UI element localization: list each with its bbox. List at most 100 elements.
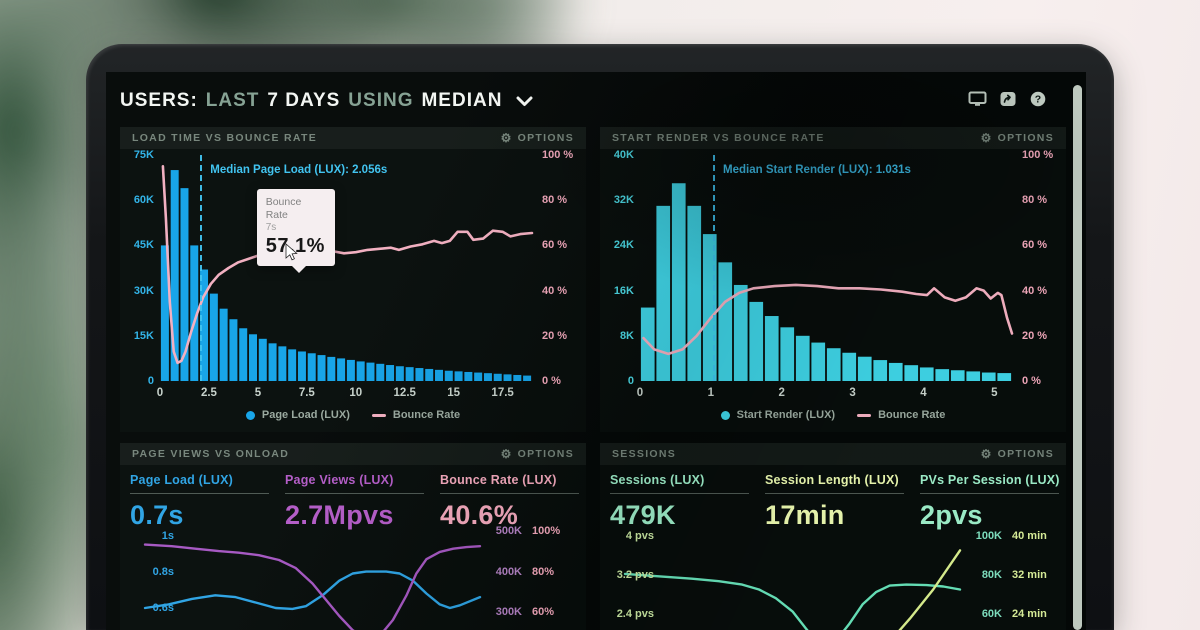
- metric-label: Bounce Rate (LUX): [440, 473, 557, 487]
- bars-and-line-chart: [160, 155, 532, 381]
- dashboard-header: USERS: LAST 7 DAYS USING MEDIAN ?: [120, 84, 1046, 118]
- options-button[interactable]: ⚙ OPTIONS: [501, 448, 574, 460]
- metric-pvs-per-session: PVs Per Session (LUX) 2pvs: [920, 473, 1065, 531]
- gear-icon: ⚙: [500, 447, 513, 461]
- spark-y-right-label: 80K 32 min: [981, 569, 1047, 581]
- spark-y-right-label: 300K 60%: [495, 606, 555, 618]
- metric-value: 40.6%: [440, 500, 519, 530]
- panel-title: SESSIONS: [612, 448, 677, 460]
- options-label: OPTIONS: [997, 132, 1054, 144]
- panel-title: START RENDER VS BOUNCE RATE: [612, 132, 825, 144]
- options-button[interactable]: ⚙ OPTIONS: [981, 448, 1054, 460]
- mouse-cursor-icon: [285, 243, 298, 267]
- gear-icon: ⚙: [500, 131, 513, 145]
- metric-label: Session Length (LUX): [765, 473, 899, 487]
- legend-item-bars: Page Load (LUX): [245, 409, 350, 421]
- metric-label: PVs Per Session (LUX): [920, 473, 1060, 487]
- title-part-last: LAST: [205, 90, 260, 111]
- tooltip-x-value: 7s: [265, 222, 277, 234]
- spark-y-left-label: 4 pvs: [625, 530, 654, 542]
- median-marker-line: [200, 155, 203, 381]
- options-label: OPTIONS: [517, 448, 574, 460]
- panel-sessions: SESSIONS ⚙ OPTIONS Sessions (LUX) 479K S…: [600, 443, 1066, 630]
- metric-sessions: Sessions (LUX) 479K: [610, 473, 755, 531]
- y-axis-left: 75K 60K 45K 30K 15K 0: [133, 149, 154, 387]
- title-part-using: USING: [348, 90, 414, 111]
- sparkline-chart[interactable]: [145, 528, 480, 630]
- legend-label: Bounce Rate: [392, 409, 461, 421]
- svg-text:?: ?: [1035, 93, 1041, 105]
- median-marker-line: [713, 155, 716, 381]
- options-button[interactable]: ⚙ OPTIONS: [501, 132, 574, 144]
- panel-header: PAGE VIEWS VS ONLOAD ⚙ OPTIONS: [120, 443, 586, 465]
- panel-title: PAGE VIEWS VS ONLOAD: [132, 448, 290, 460]
- spark-y-right-label: 500K 100%: [495, 525, 561, 537]
- spark-y-left-label: 0.8s: [152, 566, 174, 578]
- y-axis-right: 100 % 80 % 60 % 40 % 20 % 0 %: [542, 149, 574, 387]
- metric-bounce-rate: Bounce Rate (LUX) 40.6%: [440, 473, 585, 531]
- legend-dash-icon: [371, 413, 386, 417]
- legend-dot-icon: [245, 410, 255, 420]
- dashboard-title-dropdown[interactable]: USERS: LAST 7 DAYS USING MEDIAN: [120, 90, 533, 112]
- metric-label: Page Views (LUX): [285, 473, 394, 487]
- legend-item-bars: Start Render (LUX): [720, 409, 836, 421]
- gear-icon: ⚙: [980, 131, 993, 145]
- panel-start-render-vs-bounce-rate: START RENDER VS BOUNCE RATE ⚙ OPTIONS 40…: [600, 127, 1066, 432]
- chart-body: 40K 32K 24K 16K 8K 0 100 % 80 % 60 % 40 % 20 % 0 %…: [600, 149, 1066, 432]
- panel-page-views-vs-onload: PAGE VIEWS VS ONLOAD ⚙ OPTIONS Page Load…: [120, 443, 586, 630]
- scrollbar[interactable]: [1073, 85, 1082, 630]
- tooltip-value: 57.1%: [265, 235, 325, 258]
- median-annotation: Median Start Render (LUX): 1.031s: [723, 164, 911, 176]
- legend-dot-icon: [720, 410, 730, 420]
- legend-dash-icon: [857, 413, 872, 417]
- gear-icon: ⚙: [980, 447, 993, 461]
- options-label: OPTIONS: [517, 132, 574, 144]
- spark-y-left-label: 2.4 pvs: [616, 608, 654, 620]
- panel-header: SESSIONS ⚙ OPTIONS: [600, 443, 1066, 465]
- chart-plot-area[interactable]: Median Page Load (LUX): 2.056s Bounce Ra…: [160, 155, 532, 381]
- metric-page-views: Page Views (LUX) 2.7Mpvs: [285, 473, 430, 531]
- y-axis-right: 100 % 80 % 60 % 40 % 20 % 0 %: [1022, 149, 1054, 387]
- spark-y-right-label: 100K 40 min: [975, 530, 1047, 542]
- metric-value: 2pvs: [920, 500, 983, 530]
- x-axis: 0 2.5 5 7.5 10 12.5 15 17.5: [156, 387, 514, 399]
- legend-item-line: Bounce Rate: [857, 409, 945, 421]
- chart-body: 75K 60K 45K 30K 15K 0 100 % 80 % 60 % 40 % 20 % 0 …: [120, 149, 586, 432]
- spark-y-left-label: 3.2 pvs: [616, 569, 654, 581]
- legend-label: Start Render (LUX): [736, 409, 836, 421]
- bars-and-line-chart: [640, 183, 1012, 381]
- metric-value: 0.7s: [130, 500, 184, 530]
- panel-title: LOAD TIME VS BOUNCE RATE: [132, 132, 318, 144]
- help-icon[interactable]: ?: [1030, 91, 1046, 112]
- median-annotation: Median Page Load (LUX): 2.056s: [210, 164, 388, 176]
- legend-item-line: Bounce Rate: [371, 409, 461, 421]
- chart-legend: Page Load (LUX) Bounce Rate: [120, 409, 586, 421]
- panel-header: START RENDER VS BOUNCE RATE ⚙ OPTIONS: [600, 127, 1066, 149]
- metric-value: 2.7Mpvs: [285, 500, 394, 530]
- share-icon[interactable]: [1000, 91, 1017, 112]
- panel-header: LOAD TIME VS BOUNCE RATE ⚙ OPTIONS: [120, 127, 586, 149]
- spark-y-left-label: 0.6s: [152, 602, 174, 614]
- panel-load-time-vs-bounce-rate: LOAD TIME VS BOUNCE RATE ⚙ OPTIONS 75K 60…: [120, 127, 586, 432]
- dashboard-screen: USERS: LAST 7 DAYS USING MEDIAN ?: [106, 72, 1086, 630]
- options-label: OPTIONS: [997, 448, 1054, 460]
- chart-plot-area[interactable]: Median Start Render (LUX): 1.031s: [640, 155, 1012, 381]
- spark-y-right-label: 60K 24 min: [981, 608, 1047, 620]
- chevron-down-icon[interactable]: [516, 96, 533, 107]
- metric-label: Sessions (LUX): [610, 473, 705, 487]
- metric-value: 479K: [610, 500, 676, 530]
- title-part-users: USERS:: [120, 90, 198, 111]
- panels-grid: LOAD TIME VS BOUNCE RATE ⚙ OPTIONS 75K 60…: [120, 127, 1066, 630]
- options-button[interactable]: ⚙ OPTIONS: [981, 132, 1054, 144]
- title-part-median: MEDIAN: [421, 90, 503, 111]
- spark-y-right-label: 400K 80%: [495, 566, 555, 578]
- metric-label: Page Load (LUX): [130, 473, 234, 487]
- metric-session-length: Session Length (LUX) 17min: [765, 473, 910, 531]
- y-axis-left: 40K 32K 24K 16K 8K 0: [613, 149, 634, 387]
- chart-legend: Start Render (LUX) Bounce Rate: [600, 409, 1066, 421]
- sparkline-chart[interactable]: [625, 528, 960, 630]
- monitor-icon[interactable]: [968, 91, 987, 112]
- legend-label: Page Load (LUX): [261, 409, 350, 421]
- spark-y-left-label: 1s: [161, 530, 174, 542]
